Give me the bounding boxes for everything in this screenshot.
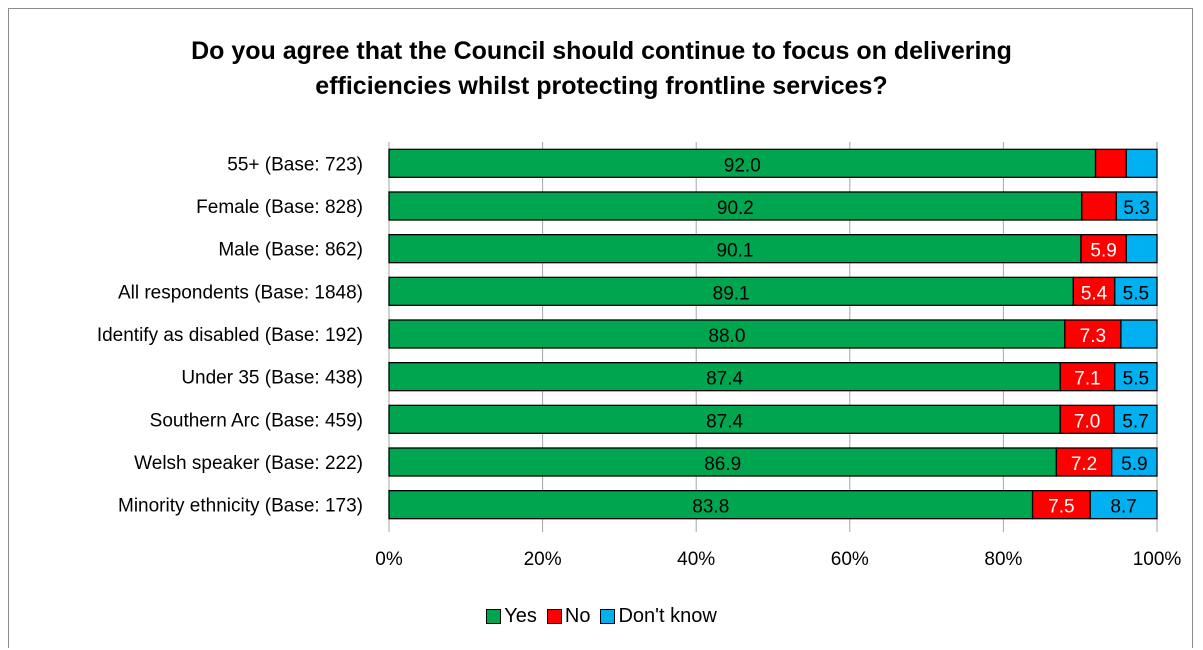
data-label: 86.9 bbox=[704, 454, 741, 475]
legend-swatch-no bbox=[546, 608, 562, 624]
legend-label-no: No bbox=[564, 605, 591, 627]
bar-segment bbox=[388, 148, 1097, 178]
bar-segment bbox=[1081, 191, 1117, 221]
data-label: 83.8 bbox=[692, 497, 729, 518]
data-label: 8.7 bbox=[1110, 497, 1136, 518]
bar-segment bbox=[1072, 276, 1116, 306]
data-label: 90.2 bbox=[717, 198, 754, 219]
category-label: Female (Base: 828) bbox=[196, 197, 363, 218]
legend-item-dont-know: Don't know bbox=[600, 604, 717, 628]
bar-segment bbox=[1114, 362, 1158, 392]
category-label: Welsh speaker (Base: 222) bbox=[134, 453, 363, 474]
category-label: All respondents (Base: 1848) bbox=[118, 282, 363, 303]
data-label: 5.9 bbox=[1090, 241, 1116, 262]
data-label: 7.3 bbox=[1080, 326, 1106, 347]
chart-legend: Yes No Don't know bbox=[0, 604, 1203, 628]
x-tick-label: 80% bbox=[984, 549, 1022, 570]
legend-label-dont-know: Don't know bbox=[618, 605, 717, 627]
bar-segment bbox=[1094, 148, 1127, 178]
bar-segment bbox=[1064, 319, 1122, 349]
bar-chart: 0% 20% 40% 60% 80% 100% 55+ (Base: 723) 92.0 Fem… bbox=[97, 142, 1182, 570]
bar-segment bbox=[388, 191, 1083, 221]
data-label: 7.2 bbox=[1071, 454, 1097, 475]
data-label: 87.4 bbox=[706, 411, 743, 432]
x-tick-label: 40% bbox=[677, 549, 715, 570]
x-tick-label: 20% bbox=[524, 549, 562, 570]
data-label: 90.1 bbox=[716, 241, 753, 262]
bar-segment bbox=[1120, 319, 1158, 349]
bar-segment bbox=[1113, 404, 1158, 434]
legend-swatch-dont-know bbox=[600, 608, 616, 624]
bar-segment bbox=[1059, 362, 1116, 392]
chart-title-line-2: efficiencies whilst protecting frontline… bbox=[315, 72, 888, 100]
bar-segment bbox=[1125, 234, 1158, 264]
bar-segment bbox=[388, 404, 1061, 434]
data-label: 5.3 bbox=[1123, 198, 1149, 219]
bar-segment bbox=[388, 276, 1074, 306]
legend-item-yes: Yes bbox=[486, 604, 537, 628]
bar-segment bbox=[388, 234, 1082, 264]
legend-item-no: No bbox=[546, 604, 591, 628]
data-label: 7.5 bbox=[1048, 497, 1074, 518]
x-tick-label: 100% bbox=[1133, 549, 1182, 570]
category-label: Under 35 (Base: 438) bbox=[181, 368, 363, 389]
data-label: 87.4 bbox=[706, 369, 743, 390]
data-label: 7.1 bbox=[1074, 369, 1100, 390]
data-label: 5.5 bbox=[1123, 369, 1149, 390]
x-tick-label: 0% bbox=[375, 549, 403, 570]
data-label: 5.4 bbox=[1081, 283, 1108, 304]
data-label: 5.5 bbox=[1123, 283, 1149, 304]
category-label: 55+ (Base: 723) bbox=[227, 154, 363, 175]
chart-title-line-1: Do you agree that the Council should con… bbox=[191, 37, 1012, 65]
bar-segment bbox=[388, 490, 1034, 520]
category-label: Male (Base: 862) bbox=[218, 240, 363, 261]
legend-label-yes: Yes bbox=[504, 605, 537, 627]
data-label: 5.7 bbox=[1122, 411, 1148, 432]
category-label: Southern Arc (Base: 459) bbox=[150, 410, 363, 431]
data-label: 88.0 bbox=[708, 326, 745, 347]
legend-swatch-yes bbox=[486, 608, 502, 624]
bar-segment bbox=[1089, 490, 1158, 520]
chart-title: Do you agree that the Council should con… bbox=[0, 34, 1203, 104]
bar-segment bbox=[1114, 276, 1158, 306]
category-label: Identify as disabled (Base: 192) bbox=[97, 325, 363, 346]
bar-segment bbox=[1059, 404, 1115, 434]
bar-segment bbox=[1111, 447, 1158, 477]
bar-segment bbox=[1055, 447, 1113, 477]
data-label: 92.0 bbox=[724, 155, 761, 176]
category-label: Minority ethnicity (Base: 173) bbox=[118, 496, 363, 517]
x-tick-label: 60% bbox=[831, 549, 869, 570]
data-label: 89.1 bbox=[713, 283, 750, 304]
bar-segment bbox=[1115, 191, 1158, 221]
data-label: 5.9 bbox=[1121, 454, 1147, 475]
bar-segment bbox=[1125, 148, 1158, 178]
data-label: 7.0 bbox=[1074, 411, 1100, 432]
